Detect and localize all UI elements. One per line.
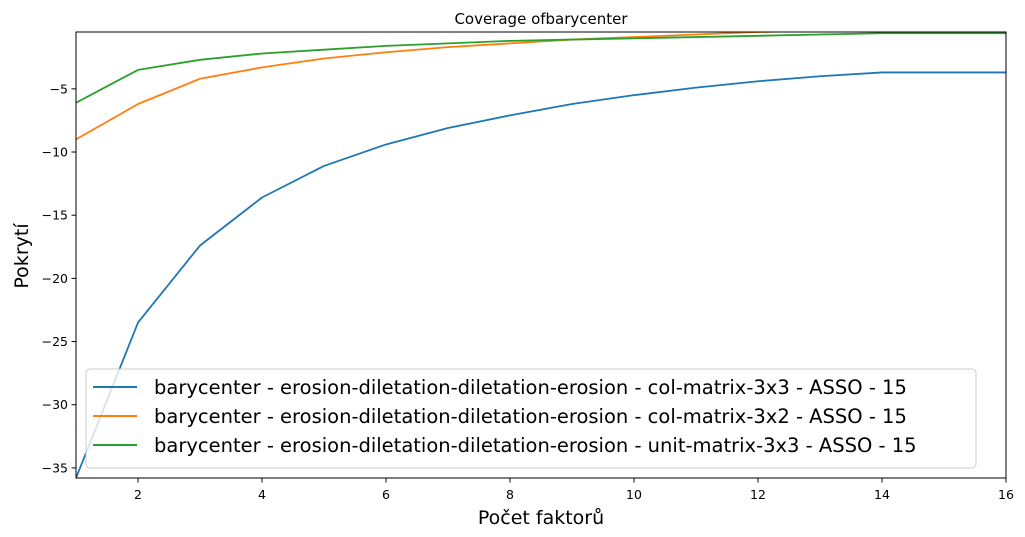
legend-label-2: barycenter - erosion-diletation-diletati… [154,405,907,428]
x-tick-label: 10 [626,487,642,502]
legend-label-1: barycenter - erosion-diletation-diletati… [154,376,907,399]
x-axis-label: Počet faktorů [478,507,604,529]
series-line-1 [76,71,1006,478]
x-tick-label: 2 [134,487,142,502]
x-tick-label: 8 [506,487,514,502]
x-tick-label: 14 [874,487,890,502]
x-tick-label: 6 [382,487,390,502]
y-tick-label: −5 [50,81,68,96]
legend-label-3: barycenter - erosion-diletation-diletati… [154,434,917,457]
y-tick-label: −30 [42,397,68,412]
y-axis-label: Pokrytí [11,223,33,289]
y-tick-label: −20 [42,271,68,286]
series-line-2 [76,32,803,141]
y-tick-label: −10 [42,145,68,160]
y-tick-label: −25 [42,334,68,349]
y-tick-label: −35 [42,460,68,475]
series-layer [76,32,1006,478]
chart-title: Coverage ofbarycenter [454,10,628,28]
axes-layer: 2 4 6 8 10 12 14 16 −5 −10 −15 −20 −25 −30 −35 [42,31,1014,502]
plot-frame [75,31,1007,479]
y-tick-label: −15 [42,208,68,223]
legend-box [85,368,977,469]
x-tick-label: 4 [258,487,266,502]
legend: barycenter - erosion-diletation-diletati… [85,368,977,469]
x-tick-label: 12 [750,487,766,502]
x-tick-label: 16 [998,487,1014,502]
series-line-3 [76,32,1006,104]
